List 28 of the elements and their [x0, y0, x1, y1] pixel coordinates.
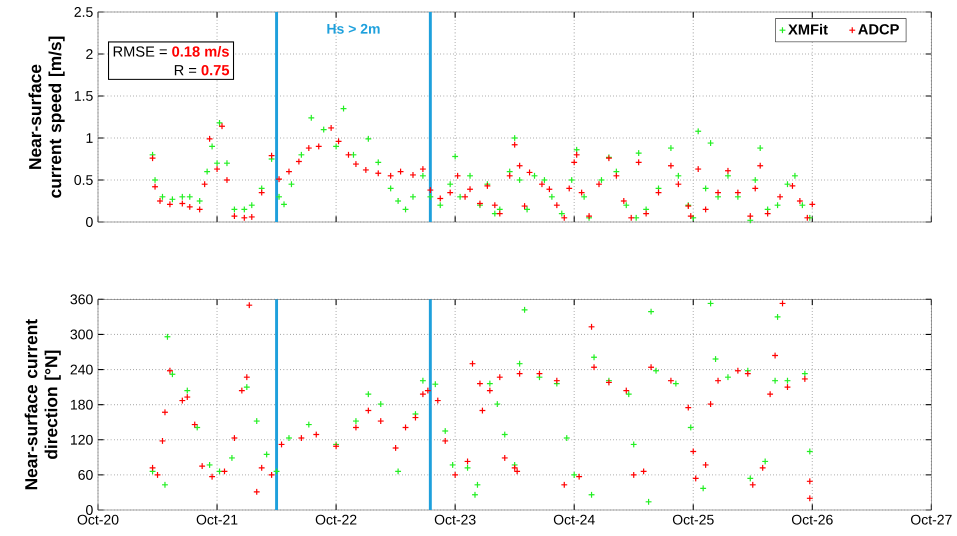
x-tick-label: Oct-26	[792, 514, 833, 525]
y-tick-label: 0.5	[74, 175, 93, 185]
y-tick-label: 1	[86, 133, 93, 143]
x-tick-label: Oct-22	[316, 514, 356, 525]
x-tick-label: Oct-25	[672, 514, 714, 525]
y-tick-label: 60	[78, 470, 93, 480]
x-tick-label: Oct-21	[196, 514, 238, 525]
y-tick-label: 0	[86, 505, 93, 515]
x-tick-label: Oct-27	[911, 514, 952, 525]
y-axis-title: Near-surface current speed [m/s]	[28, 36, 65, 198]
y-tick-label: 2.5	[74, 7, 93, 17]
annotation: RMSE = 0.18 m/s	[114, 46, 229, 57]
annotation: Hs > 2m	[327, 24, 380, 34]
y-tick-label: 2	[86, 49, 93, 59]
legend-label: ADCP	[858, 24, 899, 34]
y-tick-label: 120	[71, 434, 93, 445]
y-tick-label: 360	[70, 294, 93, 304]
y-tick-label: 240	[70, 364, 93, 375]
annotation: R = 0.75	[174, 65, 230, 76]
y-tick-label: 180	[71, 400, 93, 410]
legend-label: XMFit	[788, 24, 828, 35]
y-tick-label: 300	[70, 330, 93, 340]
y-tick-label: 1.5	[74, 91, 93, 101]
x-tick-label: Oct-23	[434, 514, 476, 525]
y-tick-label: 0	[86, 217, 93, 227]
x-tick-label: Oct-24	[554, 514, 595, 525]
y-axis-title: Near-surface current direction [°N]	[24, 319, 61, 490]
x-tick-label: Oct-20	[78, 514, 118, 525]
